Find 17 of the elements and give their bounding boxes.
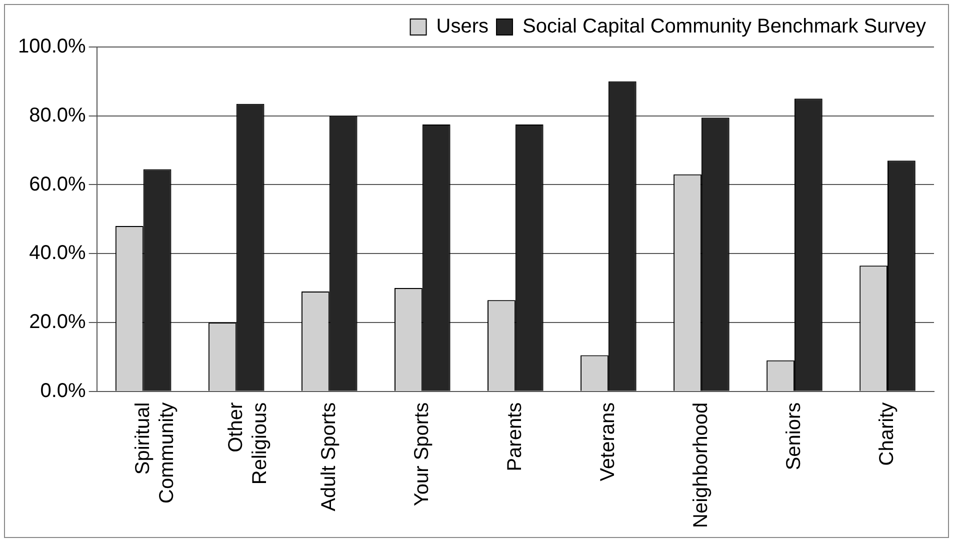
legend-label: Social Capital Community Benchmark Survey: [522, 16, 926, 38]
y-tick-label: 60.0%: [29, 173, 86, 196]
y-tick-label: 40.0%: [29, 242, 86, 264]
x-tick-label: Seniors: [782, 402, 805, 470]
legend-label: Users: [436, 16, 489, 38]
y-tick-label: 20.0%: [29, 310, 86, 333]
x-tick-label: Spiritual Community: [132, 402, 178, 504]
x-tick-label: Other Religious: [224, 402, 271, 485]
y-tick-label: 80.0%: [29, 104, 86, 126]
x-tick-label: Your Sports: [410, 402, 433, 506]
x-tick-label: Parents: [504, 402, 526, 472]
x-tick-label: Charity: [876, 402, 898, 466]
y-tick-label: 100.0%: [18, 36, 86, 58]
x-tick-label: Adult Sports: [318, 402, 340, 512]
x-tick-label: Veterans: [596, 402, 619, 482]
x-tick-label: Neighborhood: [690, 402, 712, 528]
y-tick-label: 0.0%: [40, 380, 86, 402]
